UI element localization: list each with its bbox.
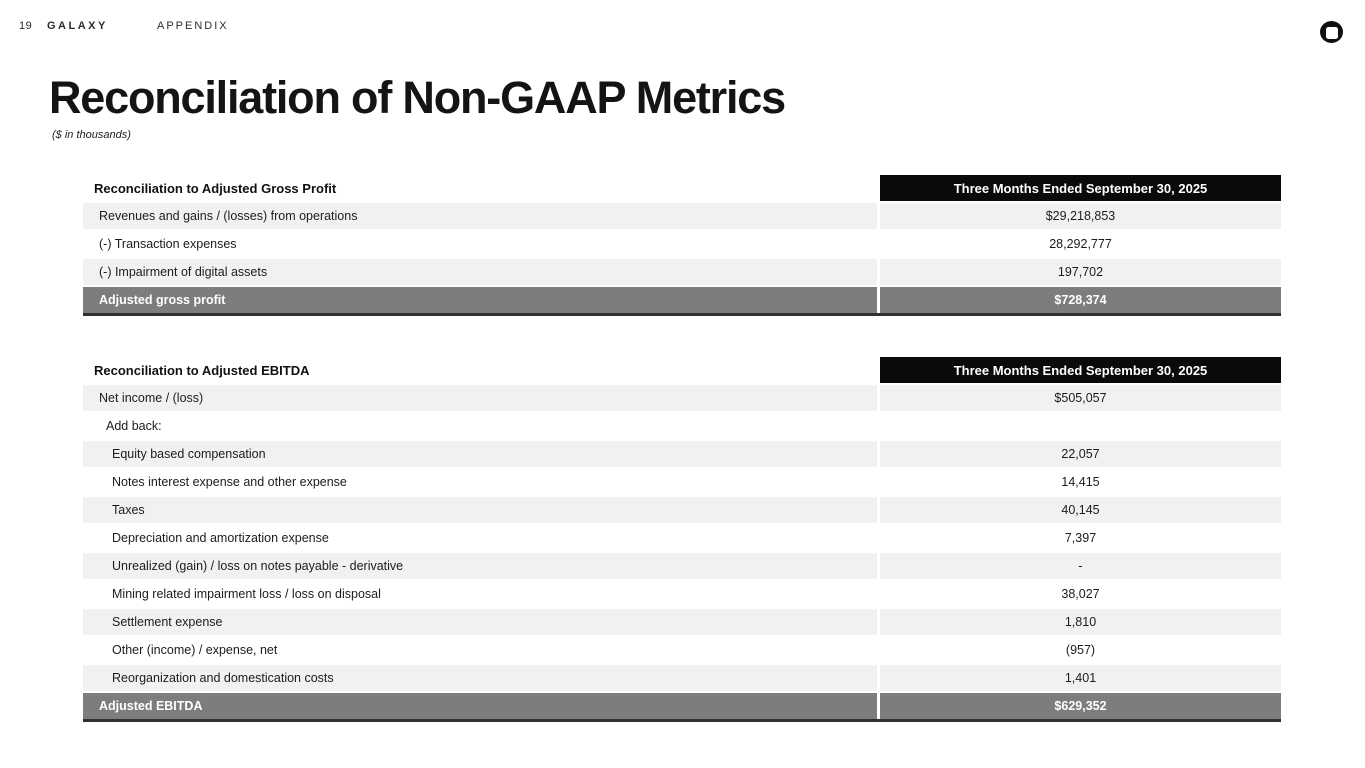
row-label: Revenues and gains / (losses) from opera… — [99, 209, 358, 223]
table-title: Reconciliation to Adjusted Gross Profit — [94, 180, 337, 196]
period-column-header: Three Months Ended September 30, 2025 — [877, 357, 1281, 383]
ebitda-reconciliation-table: Reconciliation to Adjusted EBITDA Three … — [83, 357, 1281, 722]
row-label: Notes interest expense and other expense — [112, 475, 347, 489]
row-value: 22,057 — [877, 441, 1281, 467]
row-label: Equity based compensation — [112, 447, 266, 461]
row-label: Unrealized (gain) / loss on notes payabl… — [112, 559, 404, 573]
row-value: - — [877, 553, 1281, 579]
row-value: $728,374 — [877, 287, 1281, 313]
gross-profit-reconciliation-table: Reconciliation to Adjusted Gross Profit … — [83, 175, 1281, 316]
galaxy-logo-icon — [1320, 21, 1343, 43]
row-value: 40,145 — [877, 497, 1281, 523]
period-column-header: Three Months Ended September 30, 2025 — [877, 175, 1281, 201]
table-row: Net income / (loss) $505,057 — [83, 383, 1281, 411]
table-header-row: Reconciliation to Adjusted EBITDA Three … — [83, 357, 1281, 383]
row-label: Reorganization and domestication costs — [112, 671, 334, 685]
table-header-row: Reconciliation to Adjusted Gross Profit … — [83, 175, 1281, 201]
row-label: Net income / (loss) — [99, 391, 204, 405]
row-value: $29,218,853 — [877, 203, 1281, 229]
row-label: (-) Transaction expenses — [99, 237, 237, 251]
row-label: Mining related impairment loss / loss on… — [112, 587, 381, 601]
table-row: Depreciation and amortization expense 7,… — [83, 523, 1281, 551]
row-value: $629,352 — [877, 693, 1281, 719]
row-value: $505,057 — [877, 385, 1281, 411]
table-row: Add back: — [83, 411, 1281, 439]
row-value: (957) — [877, 637, 1281, 663]
units-note: ($ in thousands) — [52, 129, 131, 141]
table-row: Equity based compensation 22,057 — [83, 439, 1281, 467]
row-label: Add back: — [106, 419, 162, 433]
table-row: Other (income) / expense, net (957) — [83, 635, 1281, 663]
galaxy-logo-square — [1325, 26, 1338, 39]
row-label: Taxes — [112, 503, 145, 517]
row-value: 28,292,777 — [877, 231, 1281, 257]
row-value: 38,027 — [877, 581, 1281, 607]
row-label: Adjusted EBITDA — [99, 699, 203, 713]
table-row: (-) Transaction expenses 28,292,777 — [83, 229, 1281, 257]
row-value — [877, 413, 1281, 439]
table-row: Revenues and gains / (losses) from opera… — [83, 201, 1281, 229]
page-title: Reconciliation of Non-GAAP Metrics — [49, 72, 786, 123]
page-number: 19 — [19, 20, 33, 32]
table-row: Adjusted EBITDA $629,352 — [83, 691, 1281, 719]
section-label: APPENDIX — [157, 20, 229, 32]
table-row: Notes interest expense and other expense… — [83, 467, 1281, 495]
row-value: 1,810 — [877, 609, 1281, 635]
table-row: Reorganization and domestication costs 1… — [83, 663, 1281, 691]
row-value: 14,415 — [877, 469, 1281, 495]
table-row: Taxes 40,145 — [83, 495, 1281, 523]
row-label: Other (income) / expense, net — [112, 643, 278, 657]
table-row: Settlement expense 1,810 — [83, 607, 1281, 635]
top-bar: 19 GALAXY APPENDIX — [0, 0, 1365, 52]
row-label: Depreciation and amortization expense — [112, 531, 329, 545]
row-label: Adjusted gross profit — [99, 293, 226, 307]
row-value: 7,397 — [877, 525, 1281, 551]
table-row: (-) Impairment of digital assets 197,702 — [83, 257, 1281, 285]
table-row: Mining related impairment loss / loss on… — [83, 579, 1281, 607]
row-label: Settlement expense — [112, 615, 223, 629]
row-label: (-) Impairment of digital assets — [99, 265, 268, 279]
table-title: Reconciliation to Adjusted EBITDA — [94, 362, 310, 378]
row-value: 197,702 — [877, 259, 1281, 285]
brand-wordmark: GALAXY — [47, 20, 108, 32]
row-value: 1,401 — [877, 665, 1281, 691]
table-row: Unrealized (gain) / loss on notes payabl… — [83, 551, 1281, 579]
table-row: Adjusted gross profit $728,374 — [83, 285, 1281, 313]
